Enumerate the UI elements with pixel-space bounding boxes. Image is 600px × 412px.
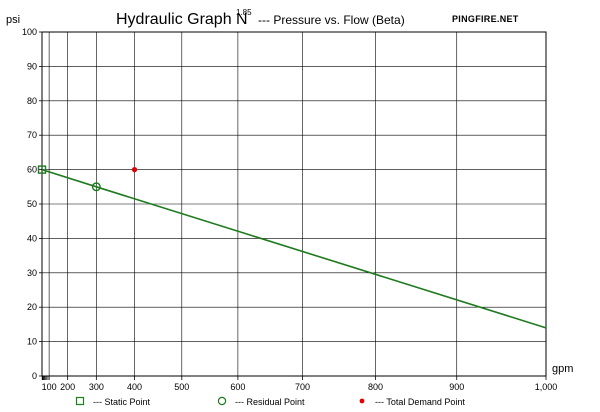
x-tick-label: 700 [295,382,310,392]
chart-title: Hydraulic Graph N [116,11,248,28]
y-tick-label: 0 [32,371,37,381]
chart-title-superscript: 1.85 [236,8,252,17]
chart-subtitle: --- Pressure vs. Flow (Beta) [258,13,405,27]
legend-residual-marker [217,396,227,406]
legend-demand-marker [359,398,365,404]
x-tick-label: 200 [60,382,75,392]
x-tick-label: 900 [449,382,464,392]
y-tick-label: 30 [27,268,37,278]
total-demand-point-marker [131,167,138,173]
x-tick-label: 100 [42,382,57,392]
legend-label: --- Static Point [93,397,151,407]
y-tick-label: 90 [27,61,37,71]
y-tick-label: 80 [27,96,37,106]
y-tick-label: 20 [27,302,37,312]
x-tick-label: 500 [174,382,189,392]
legend-label: --- Residual Point [235,397,305,407]
legend-static-marker [75,396,85,406]
plot-frame [41,31,547,377]
legend: --- Static Point --- Residual Point --- To… [75,396,465,407]
x-axis-label: gpm [552,363,573,375]
brand-label: PINGFIRE.NET [452,14,519,24]
y-tick-label: 50 [27,199,37,209]
x-tick-label: 1,000 [535,382,558,392]
residual-point-marker [91,182,101,192]
legend-label: --- Total Demand Point [375,397,465,407]
y-axis-label: psi [6,14,20,26]
series-layer [37,165,547,329]
x-tick-label: 800 [368,382,383,392]
y-tick-label: 10 [27,337,37,347]
grid [39,31,547,380]
y-tick-label: 40 [27,233,37,243]
x-tick-label: 400 [127,382,142,392]
supply-curve-line [41,168,547,329]
y-tick-label: 70 [27,130,37,140]
x-tick-label: 300 [89,382,104,392]
static-point-marker [37,165,47,174]
y-tick-label: 60 [27,165,37,175]
y-tick-label: 100 [22,27,37,37]
x-tick-label: 600 [230,382,245,392]
